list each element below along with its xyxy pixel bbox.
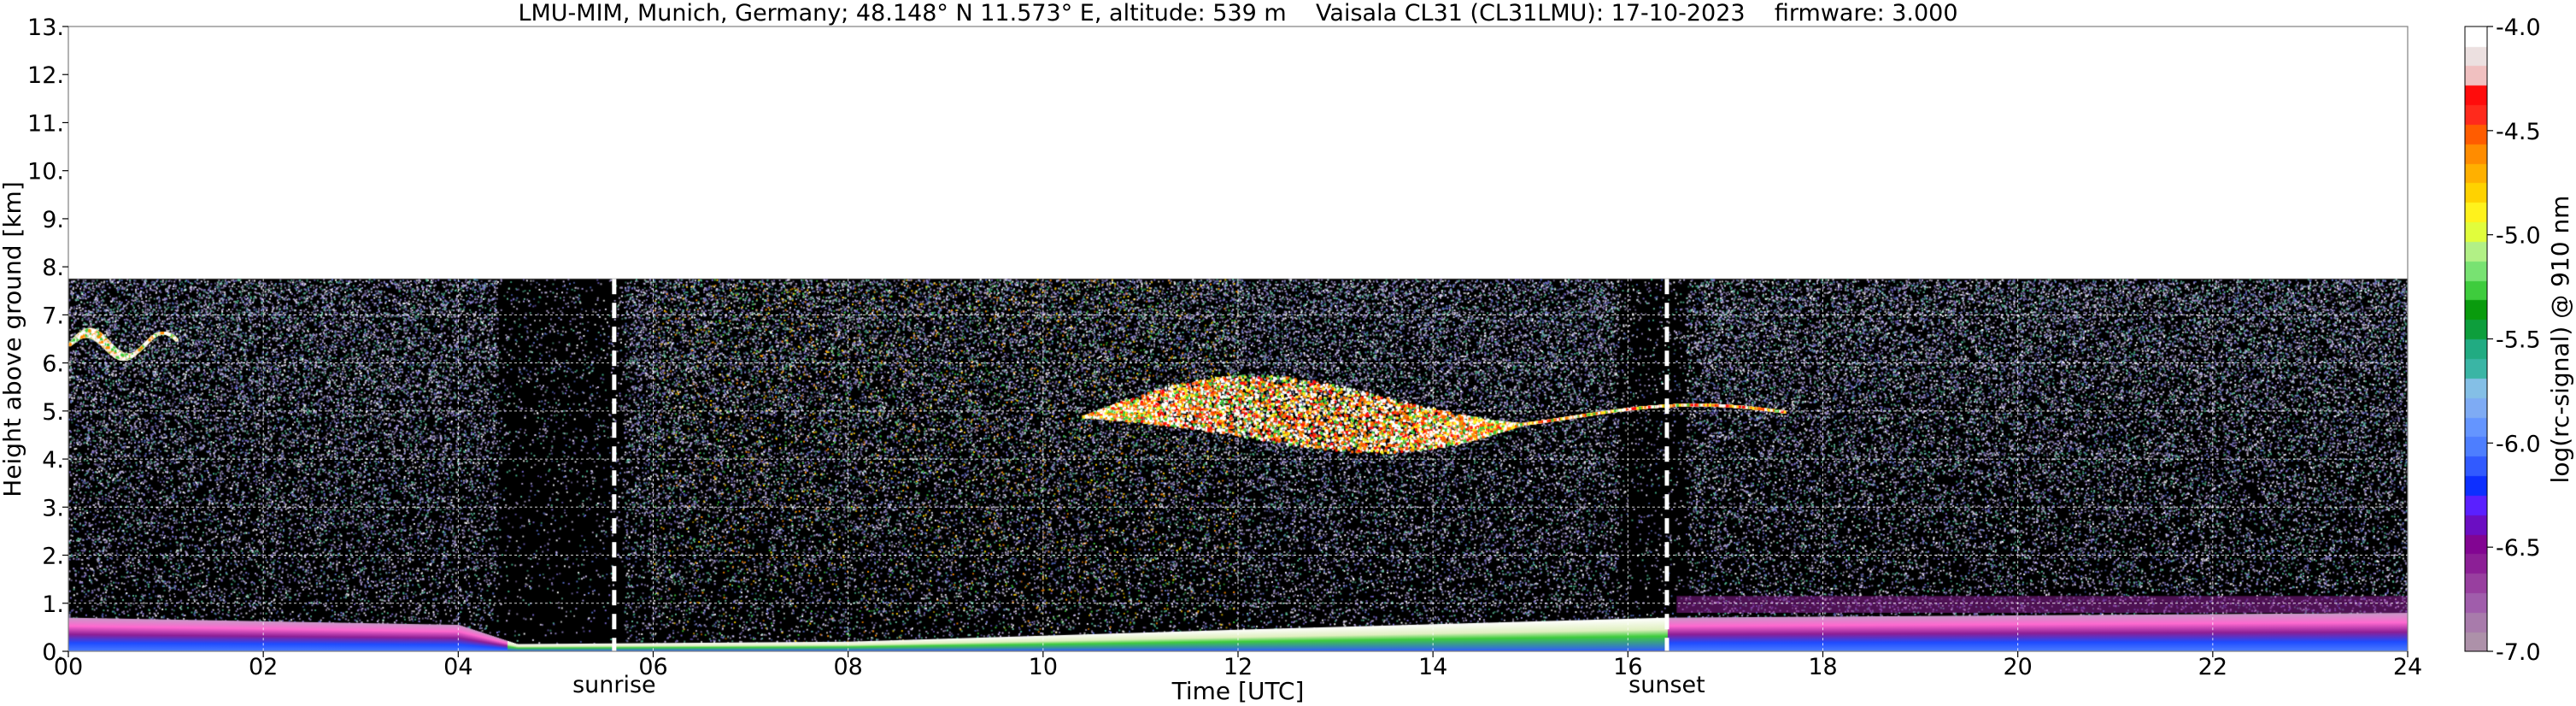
x-tick-label: 06 — [638, 654, 667, 680]
y-tick-label: 8. — [42, 255, 64, 281]
y-tick-label: 10. — [27, 159, 64, 185]
colorbar-axis: -4.0 -4.5 -5.0 -5.5 -6.0 -6.5 -7.0 — [2487, 15, 2541, 666]
sunset-label: sunset — [1628, 672, 1705, 698]
y-tick-label: 3. — [42, 495, 64, 521]
colorbar-tick-label: -7.0 — [2496, 639, 2541, 666]
x-tick-label: 04 — [443, 654, 472, 680]
colorbar-tick-label: -6.0 — [2496, 431, 2541, 457]
x-tick-label: 02 — [249, 654, 278, 680]
x-tick-label: 22 — [2198, 654, 2227, 680]
x-tick-label: 16 — [1613, 654, 1642, 680]
x-tick-label: 18 — [1808, 654, 1837, 680]
x-tick-label: 20 — [2003, 654, 2032, 680]
colorbar-tick-label: -4.5 — [2496, 119, 2541, 145]
y-tick-label: 5. — [42, 399, 64, 426]
y-tick-label: 7. — [42, 303, 64, 329]
y-tick-label: 0. — [42, 639, 64, 666]
colorbar-tick-label: -4.0 — [2496, 15, 2541, 41]
x-tick-label: 00 — [54, 654, 83, 680]
y-axis-label: Height above ground [km] — [0, 181, 26, 497]
y-axis: 0. 1. 2. 3. 4. 5. 6. 7. 8. 9. 10. 11. 12. 13. — [27, 15, 68, 666]
x-axis: 00 02 04 06 08 10 12 14 16 18 20 22 24 — [54, 651, 2422, 680]
colorbar-tick-label: -5.0 — [2496, 223, 2541, 250]
x-tick-label: 14 — [1418, 654, 1447, 680]
y-tick-label: 13. — [27, 15, 64, 41]
colorbar-tick-label: -5.5 — [2496, 327, 2541, 354]
colorbar-label: log(rc-signal) @ 910 nm — [2546, 196, 2574, 484]
y-tick-label: 9. — [42, 207, 64, 233]
sunrise-label: sunrise — [572, 672, 656, 698]
y-tick-label: 6. — [42, 351, 64, 378]
x-tick-label: 08 — [833, 654, 862, 680]
y-tick-label: 2. — [42, 544, 64, 570]
x-tick-label: 10 — [1029, 654, 1058, 680]
colorbar-frame — [2464, 26, 2488, 652]
grid-layer — [68, 279, 2408, 651]
annotations-layer: sunrise sunset — [572, 279, 1705, 698]
x-tick-label: 12 — [1223, 654, 1253, 680]
colorbar-tick-label: -6.5 — [2496, 535, 2541, 562]
chart-title: LMU-MIM, Munich, Germany; 48.148° N 11.5… — [518, 0, 1957, 26]
x-axis-label: Time [UTC] — [1171, 677, 1305, 705]
y-tick-label: 4. — [42, 447, 64, 474]
x-tick-label: 24 — [2393, 654, 2422, 680]
y-tick-label: 11. — [27, 110, 64, 137]
colorbar-scale — [2465, 26, 2487, 651]
y-tick-label: 12. — [27, 62, 64, 89]
y-tick-label: 1. — [42, 591, 64, 618]
